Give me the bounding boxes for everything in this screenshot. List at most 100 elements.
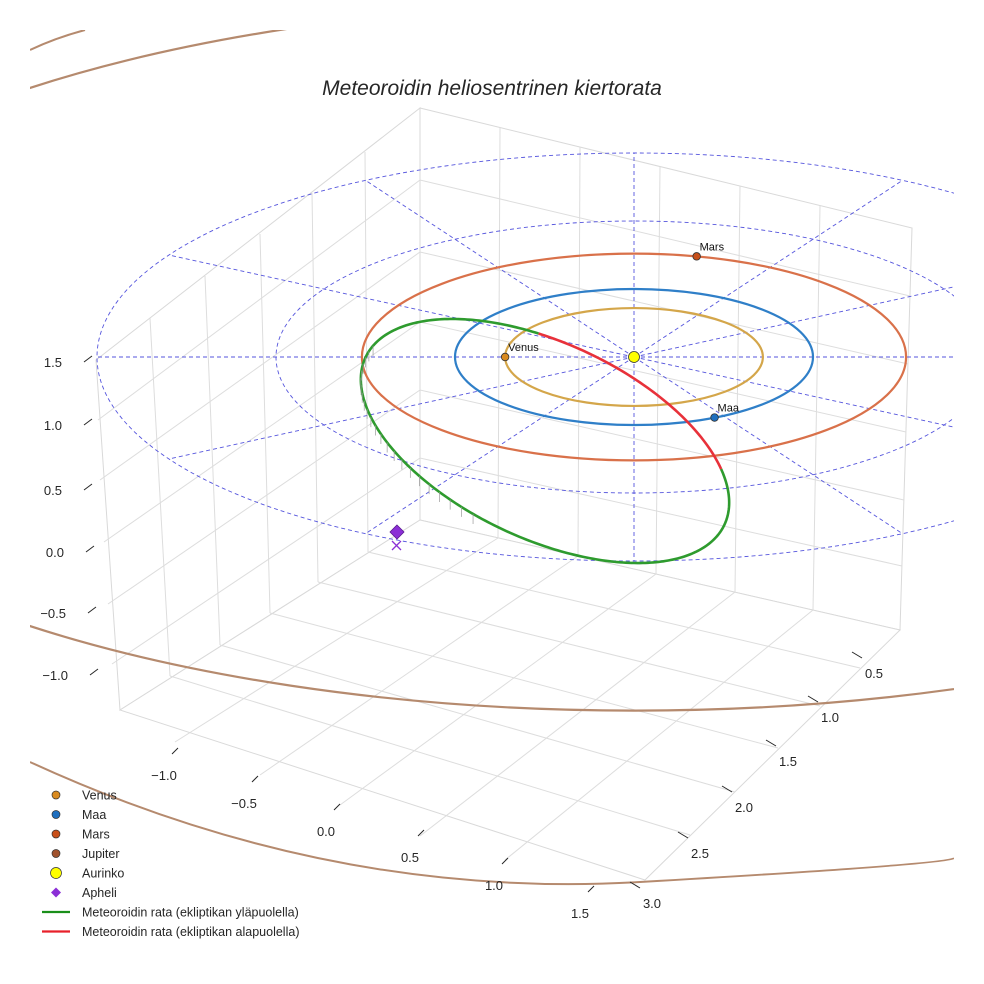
legend-marker <box>51 849 61 858</box>
x-tick-label: −0.5 <box>231 796 257 811</box>
legend-item: Mars <box>51 828 110 842</box>
meteoroid-orbit-above <box>359 317 731 565</box>
x-tick-label: 1.5 <box>571 906 589 921</box>
grid-line <box>734 185 741 593</box>
grid-line <box>107 389 905 605</box>
legend-marker <box>50 867 62 879</box>
legend-label: Meteoroidin rata (ekliptikan yläpuolella… <box>82 906 299 920</box>
x-tick-label: 1.0 <box>485 878 503 893</box>
legend-item: Jupiter <box>51 847 120 861</box>
y-tick-label: 0.5 <box>865 666 883 681</box>
grid-line <box>149 317 171 677</box>
axes-grid <box>95 106 913 881</box>
legend-label: Jupiter <box>82 847 120 861</box>
x-tick-mark <box>333 803 341 811</box>
grid-line <box>269 612 779 749</box>
grid-line <box>812 205 821 611</box>
ecliptic-guide-radial <box>633 286 954 358</box>
legend-label: Aurinko <box>82 867 124 881</box>
z-tick-mark <box>87 606 97 614</box>
y-tick-mark <box>765 739 777 747</box>
grid-line <box>364 151 369 553</box>
orbit-jupiter-bottom <box>30 761 954 886</box>
z-tick-label: 1.5 <box>44 355 62 370</box>
y-tick-mark <box>677 831 689 839</box>
ecliptic-guide-radial <box>633 356 903 535</box>
z-tick-mark <box>89 668 99 676</box>
grid-line <box>99 251 909 481</box>
orbit-jupiter-fragment <box>30 30 86 51</box>
z-tick-mark <box>85 545 95 553</box>
ecliptic-guide-radial <box>633 179 903 358</box>
grid-line <box>655 166 661 575</box>
y-tick-label: 2.0 <box>735 800 753 815</box>
legend-item: Maa <box>51 808 106 822</box>
grid-line <box>174 537 499 743</box>
x-tick-mark <box>171 747 179 755</box>
meteoroid-orbit <box>359 317 731 565</box>
z-tick-label: 0.0 <box>46 545 64 560</box>
x-tick-label: 0.5 <box>401 850 419 865</box>
ecliptic-guide-radial <box>365 179 635 358</box>
grid-line <box>367 551 861 669</box>
grid-line <box>311 192 319 583</box>
body-maa <box>710 413 719 422</box>
meteoroid-orbit-below <box>538 332 723 470</box>
ecliptic-guide-radial <box>633 356 954 428</box>
axis-ticks: 1.5 1.0 0.5 0.0 −0.5 −1.0 −1.0 −0.5 0.0 0.5 1.0 1.5… <box>40 355 883 921</box>
legend-label: Venus <box>82 789 117 803</box>
y-tick-label: 3.0 <box>643 896 661 911</box>
y-tick-label: 2.5 <box>691 846 709 861</box>
legend-marker <box>51 829 61 839</box>
body-label: Venus <box>508 342 539 354</box>
legend-item: Apheli <box>51 886 117 900</box>
legend: Venus Maa Mars Jupiter Aurinko Apheli Meteoroi… <box>42 789 299 939</box>
bodies: Venus Maa Mars <box>389 241 740 551</box>
body-label: Mars <box>700 241 725 253</box>
x-tick-label: 0.0 <box>317 824 335 839</box>
y-tick-mark <box>851 651 863 659</box>
grid-line <box>339 573 657 806</box>
pane-floor <box>118 519 902 881</box>
grid-line <box>259 555 579 776</box>
body-label: Maa <box>718 403 740 415</box>
legend-label: Mars <box>82 828 110 842</box>
orbit-maa <box>453 287 815 427</box>
grid-line <box>419 591 736 837</box>
grid-line <box>111 457 903 665</box>
z-tick-label: −1.0 <box>42 668 68 683</box>
z-tick-mark <box>83 483 93 491</box>
ecliptic-guide-radial <box>365 356 635 535</box>
grid-line <box>259 233 271 614</box>
legend-item: Meteoroidin rata (ekliptikan alapuolella… <box>42 925 299 939</box>
orbit-jupiter <box>30 30 954 712</box>
aphelion-marker <box>389 524 405 540</box>
legend-item: Meteoroidin rata (ekliptikan yläpuolella… <box>42 906 299 920</box>
legend-label: Meteoroidin rata (ekliptikan alapuolella… <box>82 925 299 939</box>
aphelion-projection <box>391 540 402 551</box>
grid-line <box>219 644 736 793</box>
z-tick-label: −0.5 <box>40 606 66 621</box>
legend-item: Aurinko <box>50 867 124 881</box>
y-tick-mark <box>807 695 819 703</box>
grid-line <box>169 675 691 836</box>
x-tick-mark <box>587 885 595 893</box>
legend-label: Maa <box>82 808 106 822</box>
x-tick-mark <box>501 857 509 865</box>
body-venus <box>500 352 510 362</box>
legend-marker <box>51 810 61 819</box>
legend-marker <box>51 887 61 898</box>
legend-label: Apheli <box>82 886 117 900</box>
x-tick-mark <box>251 775 259 783</box>
grid-line <box>504 609 814 861</box>
grid-line <box>97 179 911 421</box>
grid-line <box>204 275 221 646</box>
legend-marker <box>51 790 61 800</box>
legend-item: Venus <box>51 789 117 803</box>
grid-line <box>317 581 821 707</box>
y-tick-label: 1.0 <box>821 710 839 725</box>
ecliptic-guide-radial <box>168 356 635 460</box>
y-tick-label: 1.5 <box>779 754 797 769</box>
chart-title: Meteoroidin heliosentrinen kiertorata <box>322 77 662 100</box>
